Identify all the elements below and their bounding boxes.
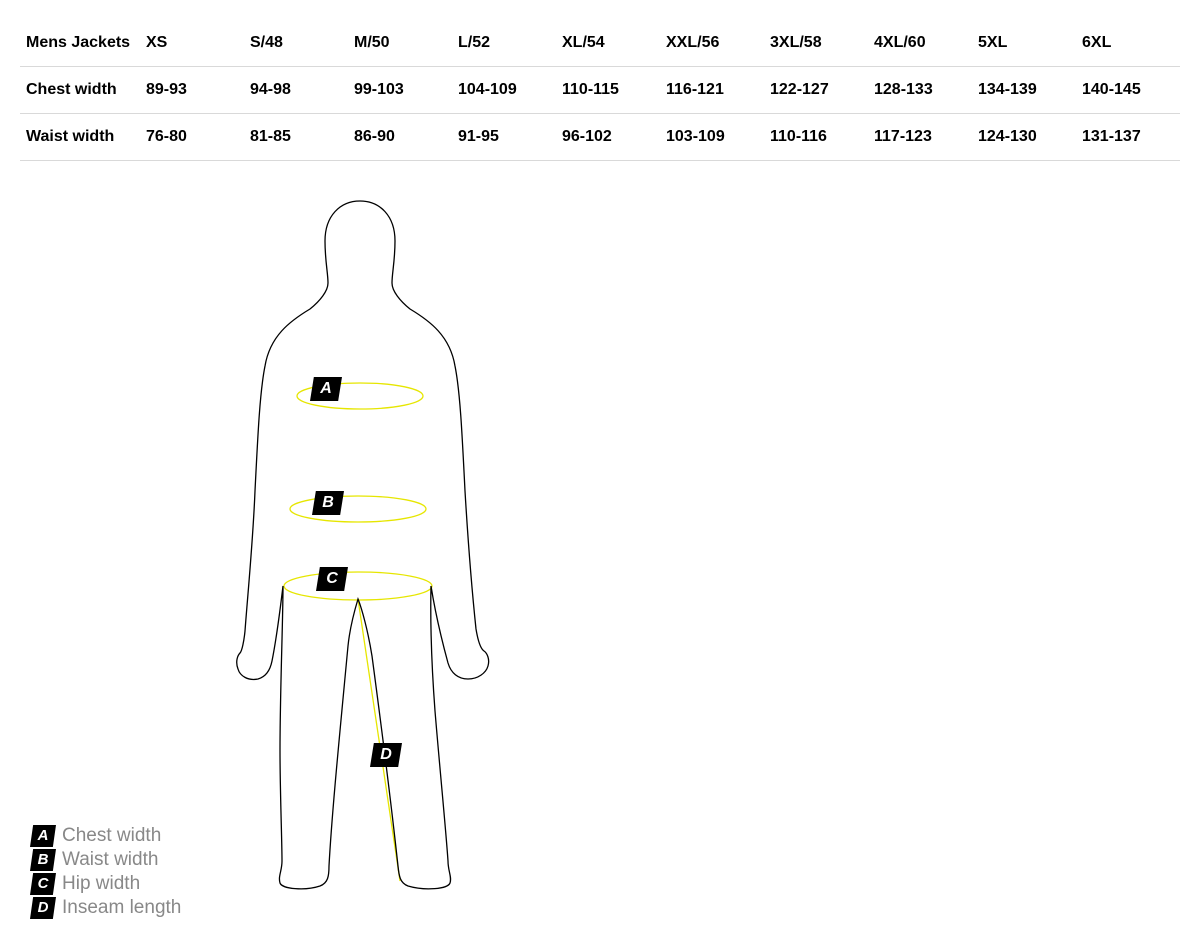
- legend-row: B Waist width: [30, 849, 181, 871]
- waist-ellipse: [290, 496, 426, 522]
- size-header: XXL/56: [660, 20, 764, 67]
- table-corner-label: Mens Jackets: [20, 20, 140, 67]
- cell: 103-109: [660, 114, 764, 161]
- size-header: L/52: [452, 20, 556, 67]
- cell: 96-102: [556, 114, 660, 161]
- legend-label-d: Inseam length: [62, 897, 181, 919]
- cell: 117-123: [868, 114, 972, 161]
- inseam-line: [358, 599, 400, 881]
- size-header: 6XL: [1076, 20, 1180, 67]
- legend-label-b: Waist width: [62, 849, 158, 871]
- cell: 110-116: [764, 114, 868, 161]
- cell: 122-127: [764, 67, 868, 114]
- cell: 81-85: [244, 114, 348, 161]
- size-header: 5XL: [972, 20, 1076, 67]
- hip-ellipse: [284, 572, 432, 600]
- legend-marker-c: C: [30, 873, 56, 895]
- legend-marker-d: D: [30, 897, 56, 919]
- cell: 99-103: [348, 67, 452, 114]
- cell: 124-130: [972, 114, 1076, 161]
- legend-marker-a: A: [30, 825, 56, 847]
- size-header: XL/54: [556, 20, 660, 67]
- legend: A Chest width B Waist width C Hip width …: [30, 825, 181, 921]
- marker-b: B: [312, 491, 344, 515]
- table-header-row: Mens Jackets XS S/48 M/50 L/52 XL/54 XXL…: [20, 20, 1180, 67]
- size-table: Mens Jackets XS S/48 M/50 L/52 XL/54 XXL…: [20, 20, 1180, 161]
- measurement-diagram: A B C D A Chest width B Waist width C Hi…: [20, 191, 620, 921]
- cell: 76-80: [140, 114, 244, 161]
- size-header: XS: [140, 20, 244, 67]
- cell: 116-121: [660, 67, 764, 114]
- marker-c: C: [316, 567, 348, 591]
- size-header: 4XL/60: [868, 20, 972, 67]
- cell: 128-133: [868, 67, 972, 114]
- size-header: M/50: [348, 20, 452, 67]
- cell: 91-95: [452, 114, 556, 161]
- cell: 140-145: [1076, 67, 1180, 114]
- cell: 131-137: [1076, 114, 1180, 161]
- legend-label-c: Hip width: [62, 873, 140, 895]
- size-header: 3XL/58: [764, 20, 868, 67]
- marker-a: A: [310, 377, 342, 401]
- marker-d: D: [370, 743, 402, 767]
- legend-row: A Chest width: [30, 825, 181, 847]
- cell: 110-115: [556, 67, 660, 114]
- table-row: Chest width 89-93 94-98 99-103 104-109 1…: [20, 67, 1180, 114]
- legend-row: C Hip width: [30, 873, 181, 895]
- legend-row: D Inseam length: [30, 897, 181, 919]
- row-label: Waist width: [20, 114, 140, 161]
- body-outline-svg: [210, 191, 530, 891]
- table-row: Waist width 76-80 81-85 86-90 91-95 96-1…: [20, 114, 1180, 161]
- legend-marker-b: B: [30, 849, 56, 871]
- row-label: Chest width: [20, 67, 140, 114]
- legend-label-a: Chest width: [62, 825, 161, 847]
- size-header: S/48: [244, 20, 348, 67]
- cell: 104-109: [452, 67, 556, 114]
- cell: 89-93: [140, 67, 244, 114]
- cell: 134-139: [972, 67, 1076, 114]
- cell: 86-90: [348, 114, 452, 161]
- cell: 94-98: [244, 67, 348, 114]
- body-outline: [237, 201, 489, 889]
